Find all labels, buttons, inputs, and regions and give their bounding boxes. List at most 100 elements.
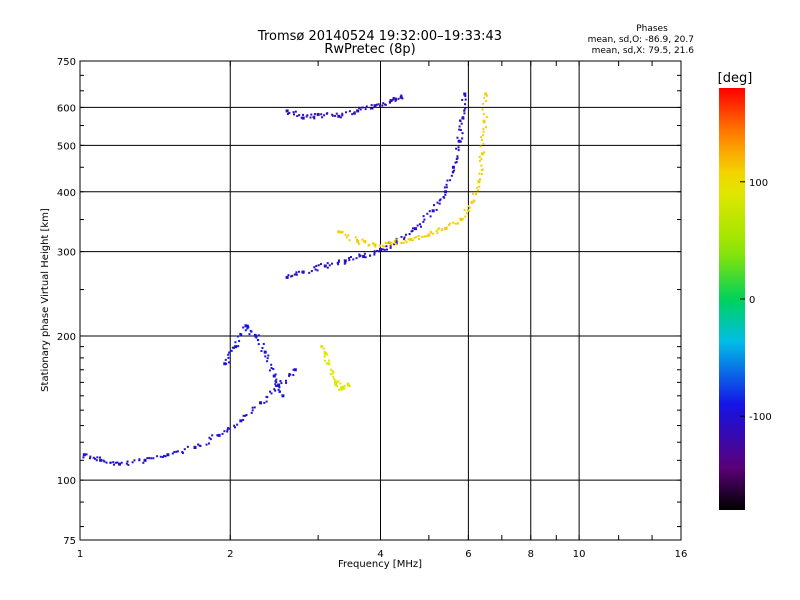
data-point: [358, 106, 361, 109]
data-point: [400, 94, 403, 97]
data-point: [255, 336, 258, 339]
data-point: [272, 374, 276, 378]
data-point: [247, 326, 250, 329]
data-point: [383, 245, 386, 248]
data-point: [449, 179, 452, 182]
data-point: [109, 461, 112, 464]
y-axis-label: Stationary phase Virtual Height [km]: [40, 208, 51, 392]
data-point: [280, 382, 283, 385]
data-point: [378, 250, 381, 253]
data-point: [356, 238, 359, 241]
data-point: [463, 112, 466, 115]
data-point: [335, 383, 338, 386]
data-point: [352, 258, 355, 261]
data-point: [369, 107, 372, 110]
data-point: [292, 374, 295, 377]
data-point: [292, 111, 295, 114]
data-point: [236, 423, 239, 426]
data-point: [417, 234, 420, 237]
data-point: [116, 461, 119, 464]
data-point: [343, 384, 346, 387]
data-point: [443, 186, 446, 189]
data-point: [412, 227, 415, 230]
data-point: [396, 238, 399, 241]
axis-ticks: 1 2 4 6 8 10 16 75 100 200 300 400 500 600 750: [57, 57, 687, 560]
data-point: [359, 254, 362, 257]
data-point: [393, 243, 396, 246]
data-point: [464, 103, 467, 106]
data-point: [209, 438, 212, 441]
data-point: [456, 155, 459, 158]
data-point: [451, 165, 455, 169]
data-point: [435, 208, 438, 211]
y-tick-label: 600: [57, 103, 76, 114]
data-point: [309, 116, 312, 119]
data-point: [326, 353, 329, 356]
data-point: [484, 126, 487, 129]
data-point: [341, 114, 344, 117]
data-point: [400, 235, 403, 238]
data-point: [453, 169, 456, 172]
data-point: [431, 209, 435, 213]
data-point: [436, 201, 439, 204]
data-point: [373, 253, 376, 256]
data-point: [337, 230, 341, 234]
data-point: [480, 168, 483, 171]
data-point: [359, 108, 362, 111]
data-point: [327, 359, 330, 362]
data-point: [377, 103, 380, 106]
data-point: [444, 227, 448, 231]
data-point: [146, 457, 149, 460]
data-point: [485, 115, 488, 118]
data-point: [459, 218, 463, 222]
data-point: [295, 273, 298, 276]
data-point: [348, 239, 351, 242]
data-point: [344, 233, 347, 236]
plot-frame: [79, 60, 682, 541]
stats-heading: Phases: [636, 24, 668, 34]
y-tick-label: 500: [57, 141, 76, 152]
data-point: [99, 456, 102, 459]
data-point: [445, 183, 448, 186]
data-point: [346, 382, 349, 385]
data-point: [277, 383, 281, 387]
data-point: [285, 381, 288, 384]
data-point: [407, 238, 410, 241]
data-point: [278, 386, 281, 389]
data-point: [437, 227, 440, 230]
data-point: [485, 94, 488, 97]
data-point: [133, 459, 136, 462]
data-point: [341, 112, 344, 115]
data-point: [403, 238, 406, 241]
data-point: [451, 221, 454, 224]
data-point: [349, 255, 352, 258]
x-tick-label: 6: [465, 549, 471, 560]
data-point: [150, 457, 153, 460]
data-point: [429, 215, 432, 218]
data-point: [411, 229, 414, 232]
data-point: [483, 96, 486, 99]
y-tick-label: 75: [63, 536, 76, 547]
data-point: [332, 371, 335, 374]
data-point: [458, 125, 461, 128]
x-axis-label: Frequency [MHz]: [338, 559, 422, 570]
data-point: [320, 345, 324, 349]
data-point: [321, 116, 324, 119]
data-point: [337, 263, 340, 266]
data-point: [457, 146, 460, 149]
data-point: [332, 375, 335, 378]
data-point: [386, 241, 389, 244]
data-point: [467, 205, 470, 208]
data-point: [415, 235, 418, 238]
data-point: [274, 373, 277, 376]
data-point: [389, 241, 393, 245]
data-point: [164, 455, 167, 458]
data-point: [341, 231, 344, 234]
data-point: [416, 224, 419, 227]
data-point: [275, 378, 278, 381]
data-point: [383, 248, 386, 251]
data-point: [343, 262, 346, 265]
data-point: [402, 241, 405, 244]
data-point: [242, 418, 245, 421]
data-point: [331, 372, 334, 375]
